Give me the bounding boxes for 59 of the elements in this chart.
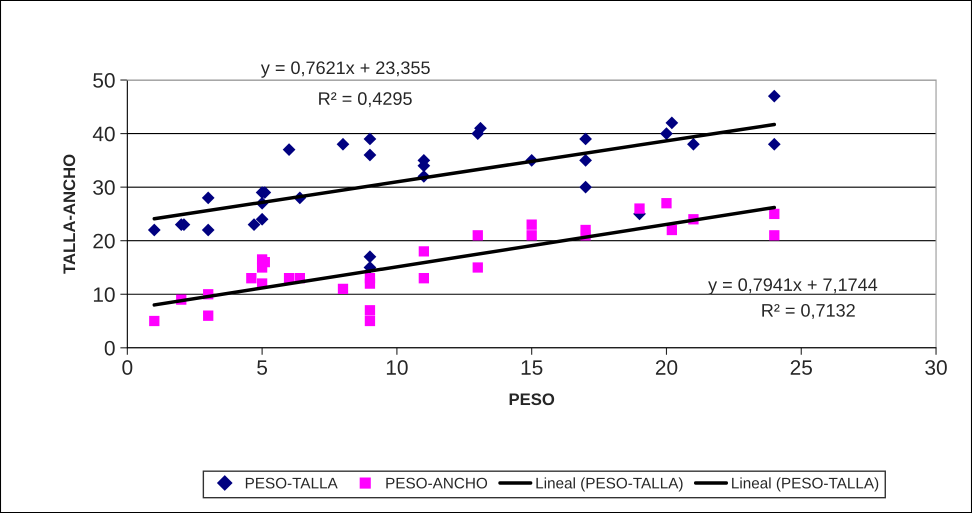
point xyxy=(666,224,678,236)
x-tick-label: 20 xyxy=(656,360,678,375)
point xyxy=(282,143,296,156)
point xyxy=(202,191,215,204)
y-axis-title: TALLA-ANCHO xyxy=(63,154,76,274)
x-tick-label: 5 xyxy=(257,360,268,375)
point xyxy=(202,224,215,236)
y-tick-label: 40 xyxy=(92,126,115,142)
point xyxy=(665,116,678,130)
x-axis-title: PESO xyxy=(510,393,554,406)
point xyxy=(364,148,376,162)
point xyxy=(336,138,350,151)
point xyxy=(248,218,260,231)
point xyxy=(634,203,645,214)
point xyxy=(364,305,376,316)
legend-label: PESO-ANCHO xyxy=(386,478,488,489)
y-tick-label: 0 xyxy=(104,340,115,356)
point xyxy=(579,154,592,167)
point xyxy=(526,219,537,230)
point xyxy=(579,132,592,146)
point xyxy=(203,310,214,321)
point xyxy=(148,224,161,236)
point xyxy=(364,278,376,289)
legend-label: Lineal (PESO-TALLA) xyxy=(732,477,878,492)
x-tick-label: 0 xyxy=(122,360,132,375)
annotation: R² = 0,7132 xyxy=(762,304,855,319)
point xyxy=(472,230,483,240)
point xyxy=(364,316,376,326)
point xyxy=(418,246,430,257)
point xyxy=(338,284,348,294)
point xyxy=(769,208,780,220)
x-tick-label: 10 xyxy=(386,360,408,375)
text: y = 0,7621x + 23,355 xyxy=(260,61,430,78)
point xyxy=(661,198,672,208)
annotation: y = 0,7941x + 7,1744 xyxy=(708,278,878,295)
x-tick-label: 25 xyxy=(790,360,812,375)
x-tick-label: 15 xyxy=(522,360,542,375)
point xyxy=(418,273,430,284)
point xyxy=(579,180,592,194)
point xyxy=(256,212,268,226)
y-tick-label: 10 xyxy=(94,287,115,302)
point xyxy=(472,262,483,273)
point xyxy=(246,273,256,284)
point xyxy=(526,230,537,240)
point xyxy=(364,132,376,146)
point xyxy=(687,138,700,151)
y-tick-label: 50 xyxy=(93,73,115,88)
annotation: R² = 0,4295 xyxy=(319,92,412,108)
legend-label: Lineal (PESO-TALLA) xyxy=(536,477,683,492)
point xyxy=(769,230,780,240)
y-tick-label: 20 xyxy=(93,234,115,248)
point xyxy=(768,90,781,102)
point xyxy=(768,138,781,151)
x-tick-label: 30 xyxy=(925,360,947,375)
point xyxy=(149,316,160,326)
point xyxy=(660,127,673,140)
point xyxy=(364,250,376,264)
legend-label: PESO-TALLA xyxy=(246,478,338,489)
y-tick-label: 30 xyxy=(93,180,115,195)
